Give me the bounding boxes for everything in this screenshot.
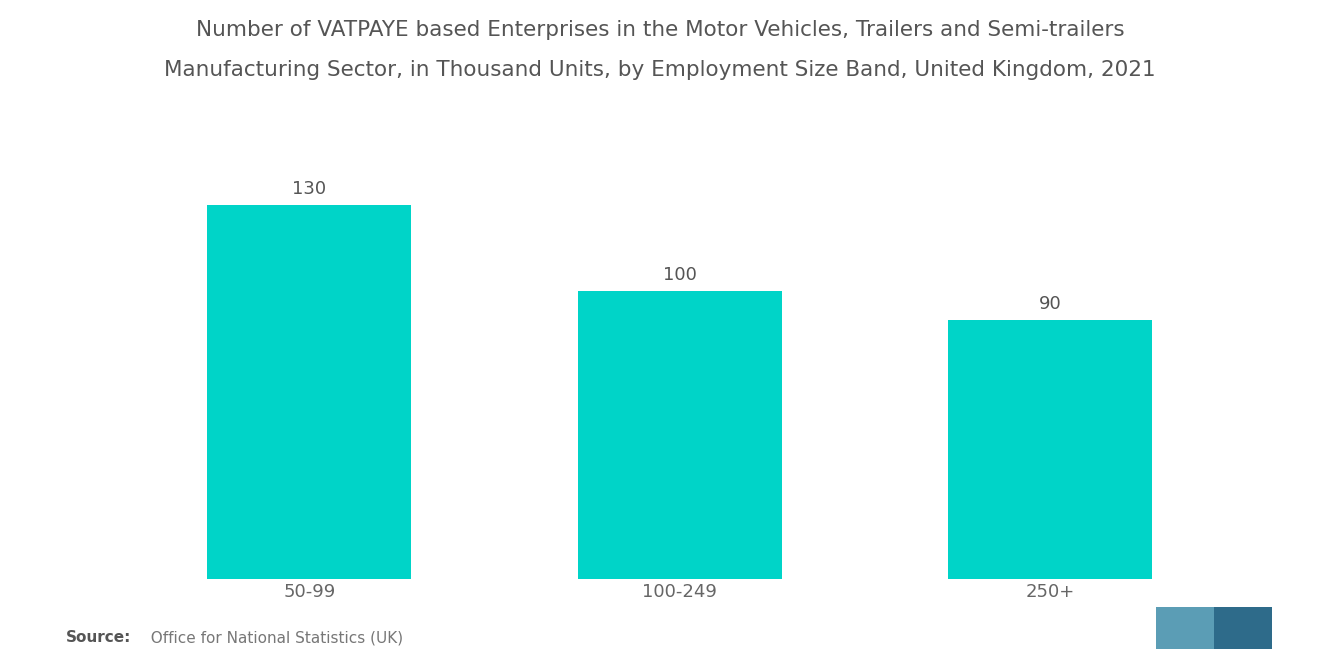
Text: Number of VATPAYE based Enterprises in the Motor Vehicles, Trailers and Semi-tra: Number of VATPAYE based Enterprises in t… [195,20,1125,40]
Text: Office for National Statistics (UK): Office for National Statistics (UK) [141,630,404,645]
Text: 90: 90 [1039,295,1061,313]
Bar [578,291,781,579]
Text: 130: 130 [292,180,326,198]
Text: Source:: Source: [66,630,132,645]
Bar [1214,608,1271,649]
Text: 100: 100 [663,266,697,284]
Bar [207,205,412,579]
Bar [948,320,1152,579]
Bar [1156,608,1214,649]
Text: Manufacturing Sector, in Thousand Units, by Employment Size Band, United Kingdom: Manufacturing Sector, in Thousand Units,… [164,60,1156,80]
